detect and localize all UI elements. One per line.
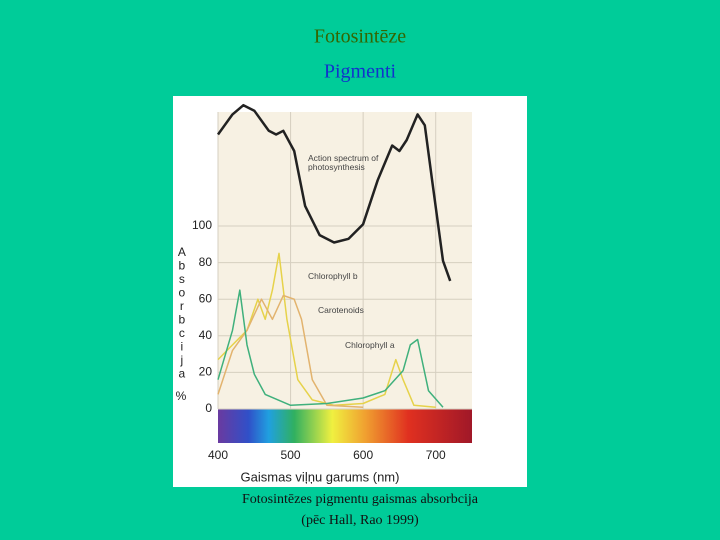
series-line: [217, 294, 364, 408]
series-line: [217, 289, 444, 408]
y-tick-label: 80: [199, 255, 213, 269]
slide-title: Fotosintēze: [314, 26, 406, 48]
y-tick-label: 100: [192, 218, 212, 232]
x-tick-label: 700: [426, 448, 446, 462]
x-tick-label: 400: [208, 448, 228, 462]
x-tick-label: 600: [353, 448, 373, 462]
y-tick-label: 60: [199, 291, 213, 305]
series-name: Chlorophyll b: [308, 272, 358, 281]
slide-subtitle: Pigmenti: [324, 61, 397, 83]
series-annotation: Action spectrum of photosynthesis: [308, 154, 379, 172]
caption-line: Fotosintēzes pigmentu gaismas absorbcija: [242, 492, 479, 507]
caption-line: (pēc Hall, Rao 1999): [301, 513, 419, 528]
spectrum-bar: [218, 409, 472, 443]
series-name: Chlorophyll a: [345, 341, 395, 350]
y-tick-label: 20: [199, 365, 213, 379]
series-line: [217, 252, 436, 408]
y-tick-label: 40: [199, 328, 213, 342]
y-axis-label: Absorbcija: [175, 245, 189, 380]
series-annotation: Chlorophyll b: [308, 272, 358, 281]
series-name: Action spectrum of photosynthesis: [308, 154, 379, 172]
x-tick-label: 500: [281, 448, 301, 462]
series-annotation: Chlorophyll a: [345, 341, 395, 350]
series-line: [216, 103, 452, 282]
series-name: Carotenoids: [318, 306, 364, 315]
y-unit: %: [176, 389, 187, 403]
series-annotation: Carotenoids: [318, 306, 364, 315]
y-tick-label: 0: [205, 401, 212, 415]
x-axis-label: Gaismas viļņu garums (nm): [241, 469, 400, 484]
